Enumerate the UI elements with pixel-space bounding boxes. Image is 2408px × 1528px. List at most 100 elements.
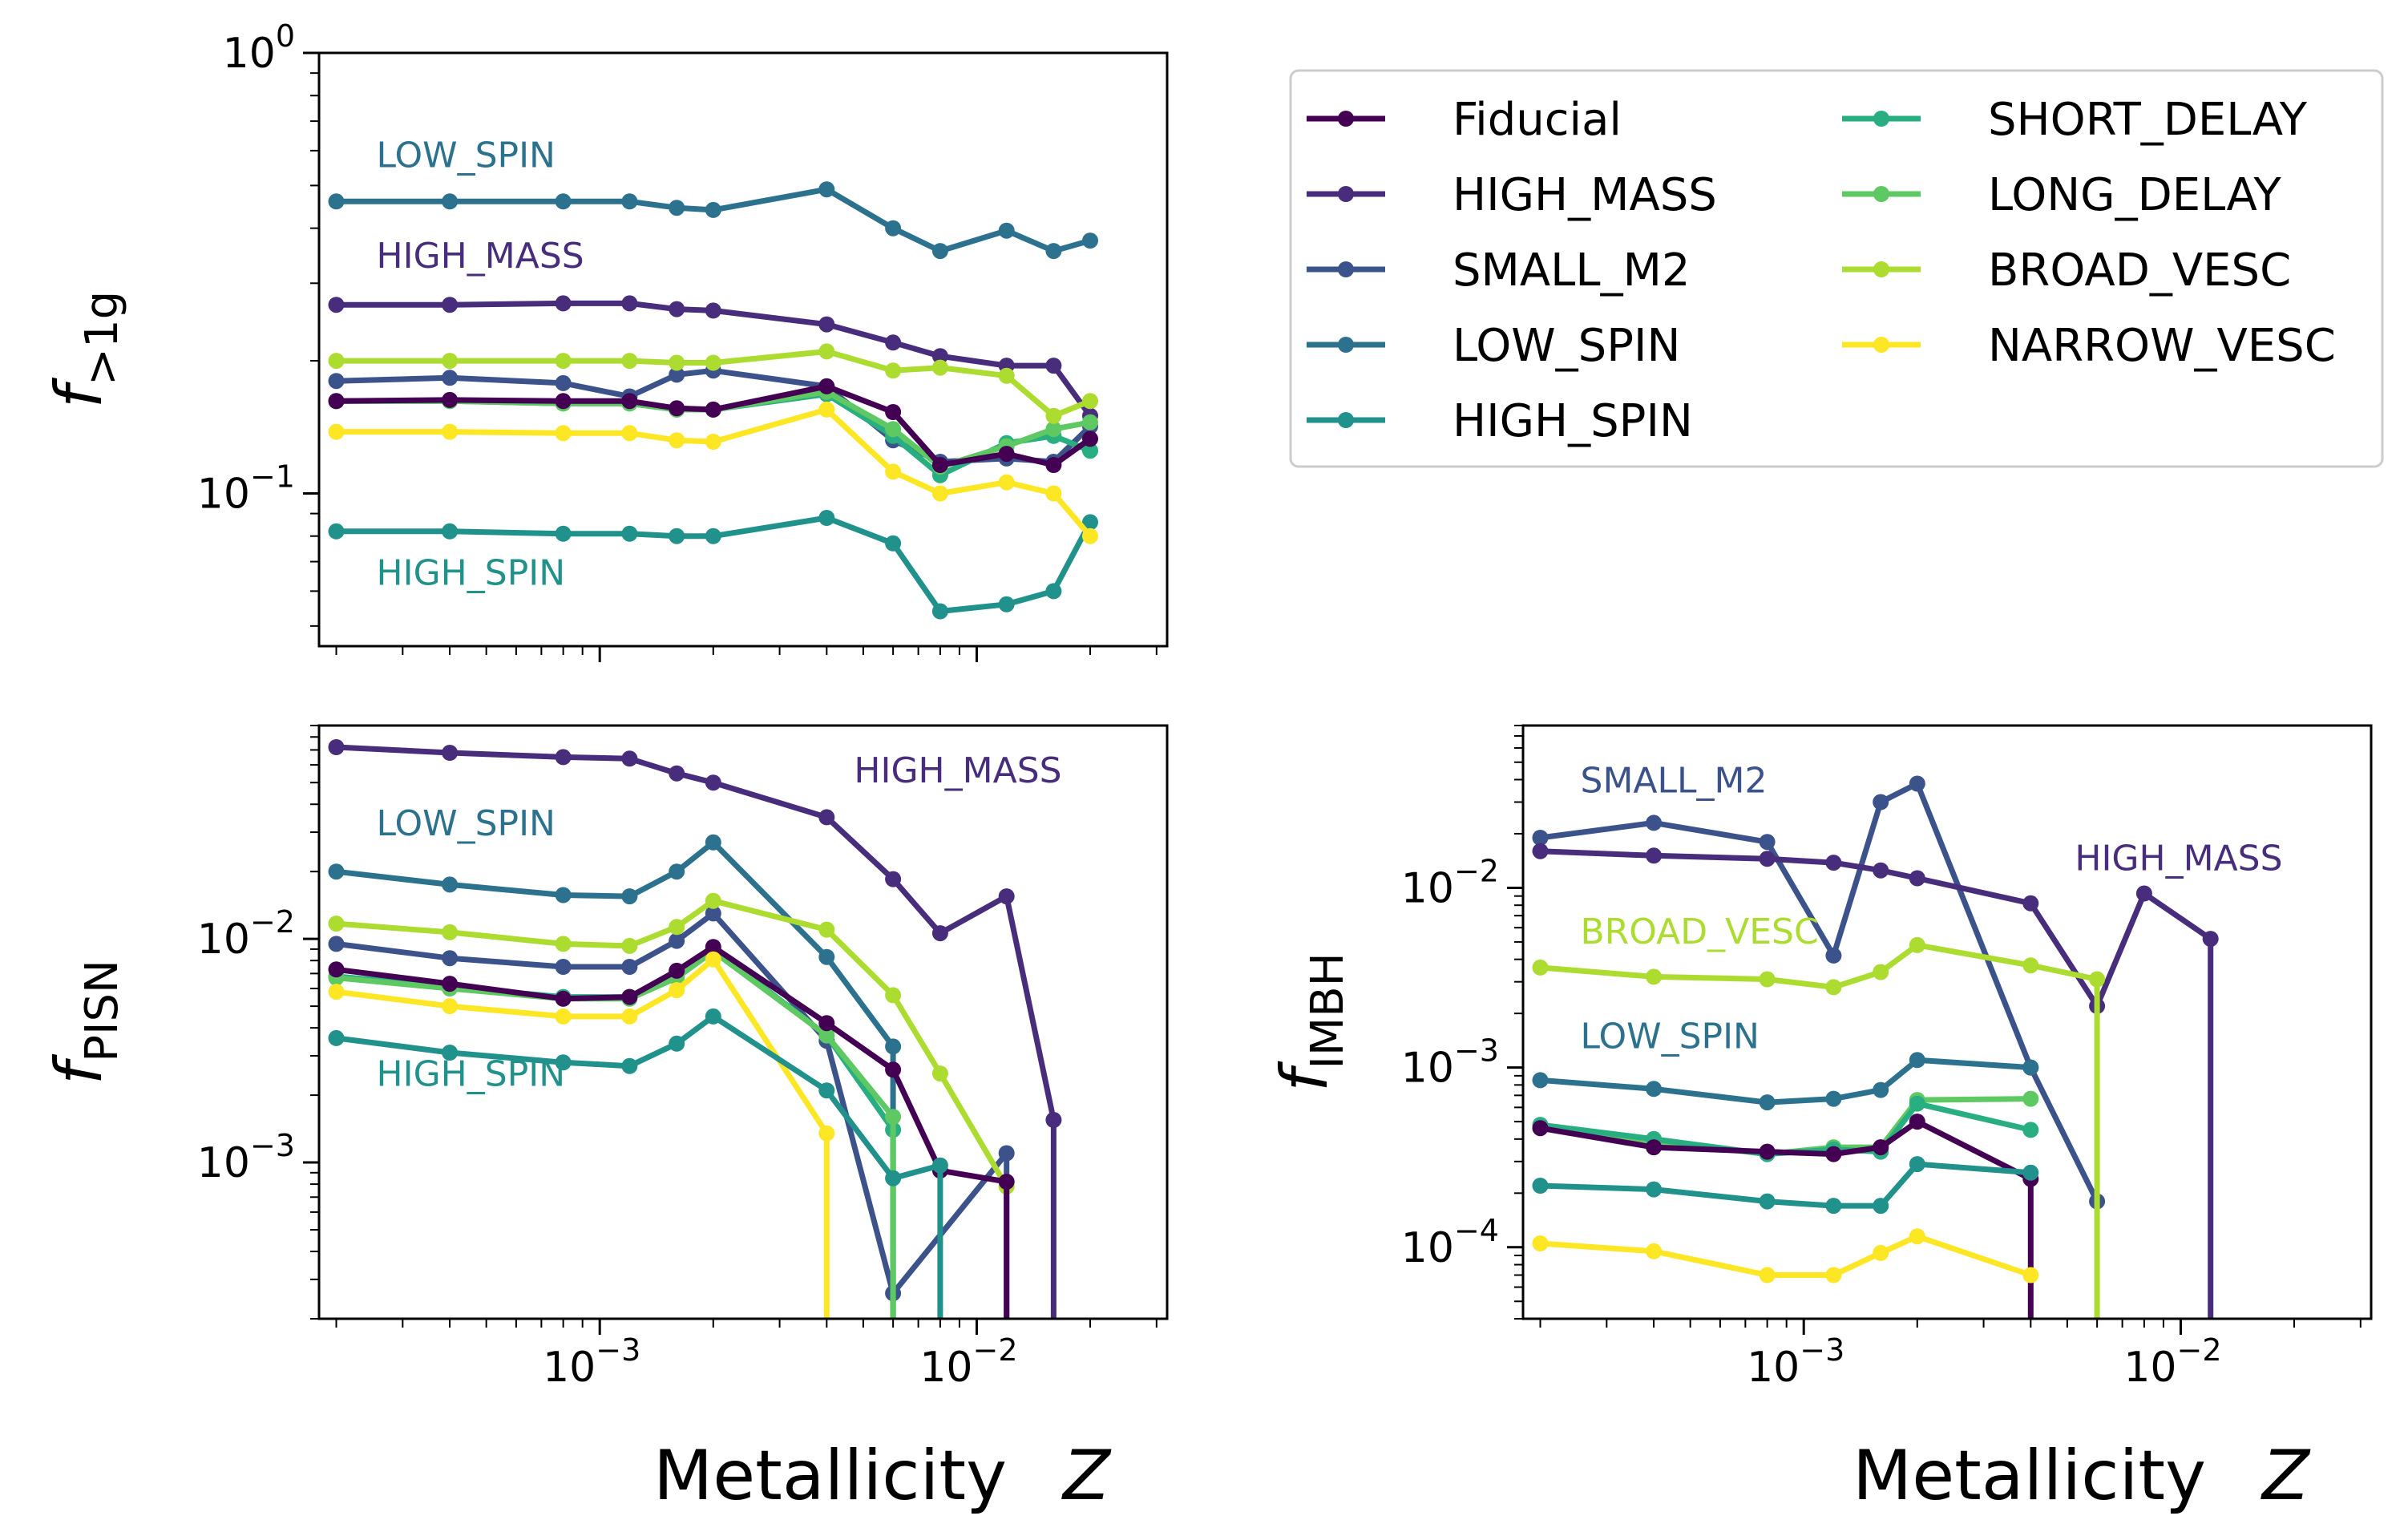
data-point-fiducial <box>1532 1120 1549 1137</box>
series-line-broad-vesc <box>336 898 1009 1188</box>
x-axis-label-symbol: Z <box>1061 1436 1112 1516</box>
x-axis-label-text: Metallicity <box>1852 1436 2206 1516</box>
legend-swatch-marker <box>1873 337 1889 353</box>
data-point-high-spin <box>1082 514 1098 531</box>
y-tick-label: 10−3 <box>1401 1033 1499 1093</box>
legend-swatch-marker <box>1338 111 1354 127</box>
data-point-high-mass <box>1646 847 1663 864</box>
data-point-low-spin <box>705 201 721 218</box>
data-point-short-delay <box>1082 443 1098 459</box>
data-point-high-mass <box>931 348 948 365</box>
data-point-high-spin <box>1759 1193 1776 1210</box>
data-point-narrow-vesc <box>555 425 572 442</box>
data-point-low-spin <box>998 222 1015 239</box>
annotation-low-spin: LOW_SPIN <box>377 803 556 844</box>
data-point-low-spin <box>442 876 459 893</box>
data-point-small-m2 <box>1646 815 1663 831</box>
data-point-high-mass <box>442 745 459 761</box>
data-point-high-mass <box>621 295 638 312</box>
data-point-low-spin <box>931 243 948 260</box>
data-point-small-m2 <box>328 373 345 390</box>
legend-label: HIGH_MASS <box>1452 169 1717 221</box>
legend-label: Fiducial <box>1452 94 1622 146</box>
legend-entry-short-delay: SHORT_DELAY <box>1842 94 2308 146</box>
data-point-narrow-vesc <box>328 423 345 440</box>
data-point-high-mass <box>1045 358 1062 374</box>
data-point-low-spin <box>1646 1081 1663 1097</box>
data-point-broad-vesc <box>1082 393 1098 410</box>
x-axis-label-right: Metallicity Z <box>1852 1436 2311 1516</box>
data-point-long-delay <box>885 1109 902 1126</box>
data-point-low-spin <box>555 887 572 903</box>
data-point-high-spin <box>328 1029 345 1046</box>
data-point-low-spin <box>669 863 685 880</box>
data-point-small-m2 <box>328 936 345 952</box>
legend-label: LOW_SPIN <box>1452 320 1680 372</box>
data-point-broad-vesc <box>818 343 835 360</box>
series-line-high-spin <box>336 515 1093 614</box>
series-line-narrow-vesc <box>336 956 830 1319</box>
data-point-fiducial <box>998 446 1015 463</box>
data-point-broad-vesc <box>328 916 345 932</box>
x-axis-label-left: Metallicity Z <box>653 1436 1112 1516</box>
data-point-broad-vesc <box>1873 964 1889 980</box>
legend-label: SHORT_DELAY <box>1988 94 2308 146</box>
annotation-low-spin: LOW_SPIN <box>377 135 556 176</box>
data-point-low-spin <box>328 863 345 880</box>
data-point-high-spin <box>2022 1164 2039 1181</box>
data-point-high-spin <box>1045 583 1062 600</box>
legend-entry-small-m2: SMALL_M2 <box>1307 245 1691 297</box>
data-point-broad-vesc <box>885 362 902 379</box>
data-point-broad-vesc <box>669 354 685 371</box>
data-point-fiducial <box>621 393 638 410</box>
axes-frame <box>317 724 1169 1320</box>
data-point-high-mass <box>1873 862 1889 879</box>
data-point-high-spin <box>818 510 835 526</box>
data-point-fiducial <box>818 378 835 394</box>
data-point-low-spin <box>621 888 638 905</box>
data-point-broad-vesc <box>621 937 638 954</box>
data-point-high-spin <box>669 528 685 544</box>
y-tick-label: 10−2 <box>1401 853 1499 912</box>
data-point-broad-vesc <box>931 359 948 376</box>
data-point-high-spin <box>669 1035 685 1052</box>
legend-entry-low-spin: LOW_SPIN <box>1307 320 1680 372</box>
data-point-narrow-vesc <box>998 474 1015 491</box>
data-point-fiducial <box>1082 431 1098 447</box>
data-point-small-m2 <box>669 932 685 949</box>
series-line-narrow-vesc <box>1540 1233 2032 1278</box>
data-point-fiducial <box>998 1174 1015 1190</box>
legend-swatch-marker <box>1873 186 1889 202</box>
data-point-fiducial <box>555 990 572 1007</box>
legend-label: BROAD_VESC <box>1988 245 2291 297</box>
data-point-high-mass <box>555 295 572 312</box>
data-point-high-spin <box>931 603 948 620</box>
data-point-high-spin <box>555 525 572 542</box>
data-point-fiducial <box>818 1015 835 1032</box>
series-line-low-spin <box>1540 1057 2031 1106</box>
data-point-high-spin <box>1909 1156 1925 1173</box>
y-tick-label: 10−3 <box>197 1128 295 1187</box>
data-point-broad-vesc <box>705 892 721 909</box>
data-point-fiducial <box>1045 457 1062 473</box>
y-tick-label: 10−1 <box>197 459 295 518</box>
x-axis-label-symbol: Z <box>2261 1436 2311 1516</box>
data-point-low-spin <box>1532 1072 1549 1089</box>
data-point-high-spin <box>328 523 345 540</box>
data-point-high-mass <box>442 297 459 313</box>
data-point-high-spin <box>998 596 1015 612</box>
data-point-high-mass <box>885 334 902 351</box>
y-tick-label: 10−4 <box>1401 1213 1499 1272</box>
data-point-high-spin <box>442 523 459 540</box>
panel-f-imbh: 10−2 10−3 10−4 10−3 10−2 SMALL_M2 HIGH_MASS BRO… <box>1267 724 2373 1392</box>
annotation-high-mass: HIGH_MASS <box>377 236 584 277</box>
data-point-fiducial <box>442 391 459 408</box>
data-point-broad-vesc <box>1646 968 1663 985</box>
data-point-small-m2 <box>1909 775 1925 792</box>
data-point-fiducial <box>1759 1143 1776 1160</box>
data-point-narrow-vesc <box>705 434 721 450</box>
data-point-small-m2 <box>669 366 685 383</box>
data-point-fiducial <box>328 393 345 410</box>
data-point-fiducial <box>705 401 721 418</box>
y-axis-label: fPISN <box>42 960 128 1085</box>
